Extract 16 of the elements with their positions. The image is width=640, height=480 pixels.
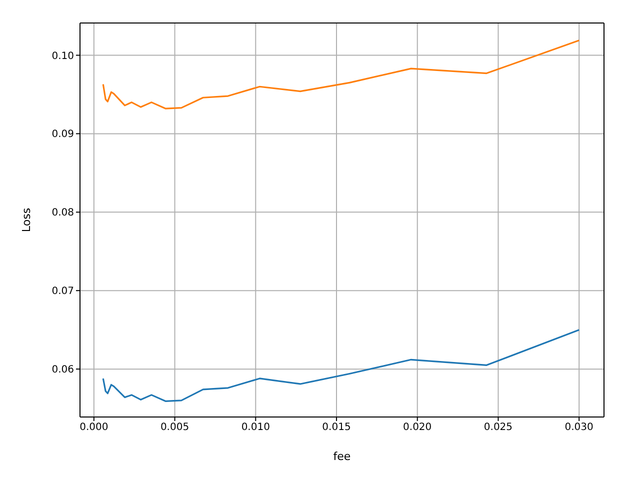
x-tick-label: 0.025 <box>484 422 513 434</box>
y-tick-label: 0.08 <box>52 208 74 219</box>
x-tick-label: 0.015 <box>322 422 351 434</box>
y-axis-title: Loss <box>20 208 33 232</box>
line-series <box>102 329 580 402</box>
line-series <box>102 40 580 110</box>
x-tick-label: 0.020 <box>403 422 432 434</box>
y-tick-label: 0.10 <box>52 50 74 62</box>
y-tick-label: 0.09 <box>52 129 74 140</box>
x-tick-label: 0.010 <box>241 422 270 434</box>
x-tick-label: 0.030 <box>564 422 594 434</box>
y-tick-label: 0.06 <box>52 364 74 376</box>
x-tick-label: 0.005 <box>160 422 190 434</box>
y-tick-label: 0.07 <box>52 286 74 298</box>
x-tick-label: 0.000 <box>80 422 108 434</box>
x-axis-title: fee <box>333 450 351 463</box>
